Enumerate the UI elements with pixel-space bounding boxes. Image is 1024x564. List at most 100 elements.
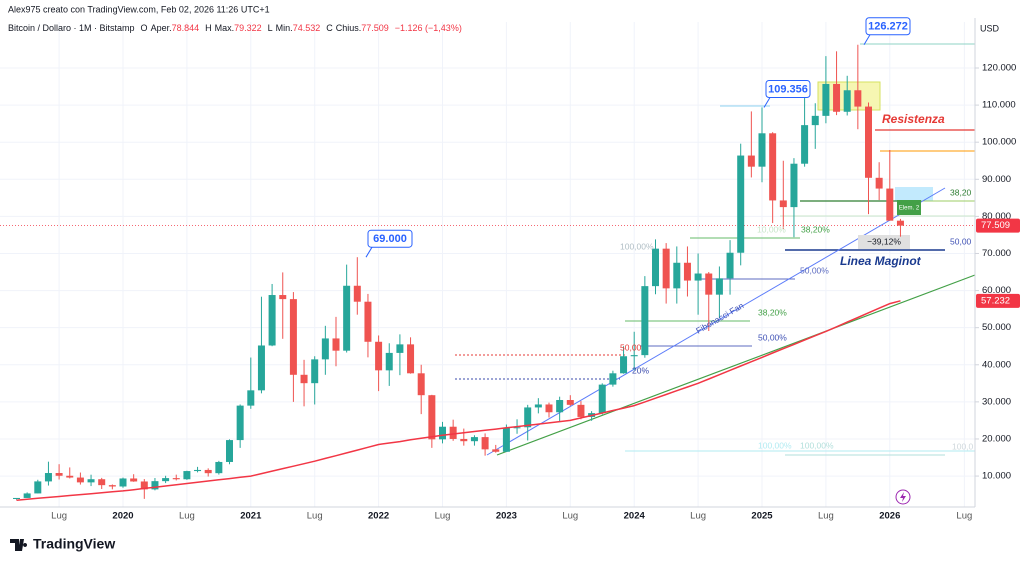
- annotation: Linea Maginot: [840, 254, 922, 268]
- candle-body: [460, 438, 468, 442]
- brand: TradingView: [33, 536, 115, 552]
- fan-line: [486, 187, 946, 456]
- candle-body: [183, 471, 191, 480]
- y-tick-label: 20.000: [982, 433, 1011, 444]
- candle-body: [545, 404, 553, 413]
- legend-item: 78.844: [172, 23, 200, 33]
- callout-pointer: [763, 97, 771, 108]
- fib-label: 10,00%: [757, 224, 786, 234]
- price-tag: [976, 218, 1020, 233]
- candle-body: [449, 426, 457, 439]
- candle-body: [481, 437, 489, 450]
- candle-body: [854, 90, 862, 107]
- candle-body: [609, 373, 617, 385]
- legend-item: 79.322: [234, 23, 262, 33]
- candle-body: [311, 359, 319, 384]
- candle-body: [353, 285, 361, 302]
- candle-body: [44, 473, 52, 482]
- drawings: [455, 43, 976, 456]
- author-line: Alex975 creato con TradingView.com, Feb …: [8, 4, 270, 14]
- candle-body: [790, 163, 798, 208]
- candle-body: [534, 404, 542, 408]
- candle-body: [492, 449, 500, 452]
- fib-label: 20%: [632, 365, 649, 375]
- candle-body: [162, 478, 170, 482]
- annotations: Resistenza Linea Maginot Fibonacci Fan −…: [620, 112, 974, 451]
- legend-item: Max.: [215, 23, 235, 33]
- y-tick-label: 50.000: [982, 322, 1011, 333]
- candle-body: [758, 133, 766, 167]
- price-tag-label: 77.509: [981, 220, 1010, 231]
- legend: Bitcoin / Dollaro · 1M · Bitstamp O Aper.7…: [8, 23, 462, 33]
- fib-label: 50,00%: [800, 265, 829, 275]
- candle-body: [439, 426, 446, 440]
- price-tag-label: 57.232: [981, 295, 1010, 306]
- candle-body: [524, 407, 532, 428]
- candle-body: [23, 493, 31, 498]
- candle-body: [226, 440, 233, 462]
- legend-item: Bitcoin / Dollaro · 1M · Bitstamp: [8, 23, 135, 33]
- fib-label: 38,20%: [758, 307, 787, 317]
- candle-body: [470, 437, 478, 442]
- candle-body: [556, 400, 564, 413]
- candle-body: [279, 295, 287, 300]
- candle-body: [577, 404, 585, 417]
- x-tick-label: Lug: [179, 511, 195, 522]
- candle-body: [268, 295, 276, 346]
- callout-box: [367, 229, 413, 248]
- candle-body: [34, 481, 42, 494]
- x-tick-label: 2021: [240, 511, 262, 522]
- x-tick-label: 2023: [496, 511, 517, 522]
- legend-item: 74.532: [293, 23, 321, 33]
- candle-body: [343, 285, 351, 351]
- candle-body: [652, 248, 659, 287]
- candle-body: [726, 252, 734, 279]
- price-tag: [976, 293, 1020, 308]
- trend-line: [496, 274, 976, 456]
- callout-pointer: [863, 34, 871, 45]
- candle-body: [715, 278, 723, 295]
- candle-body: [566, 400, 574, 405]
- y-tick-label: 60.000: [982, 285, 1011, 296]
- x-tick-label: Lug: [435, 511, 451, 522]
- target-box: [895, 187, 933, 201]
- candle-body: [801, 125, 809, 164]
- candle-body: [151, 481, 159, 490]
- y-tick-label: 30.000: [982, 396, 1011, 407]
- x-tick-label: Lug: [956, 511, 972, 522]
- candle-body: [886, 188, 894, 221]
- candle-body: [407, 344, 415, 374]
- candle-body: [140, 481, 148, 490]
- x-tick-label: 2022: [368, 511, 389, 522]
- candle-body: [843, 90, 851, 112]
- x-tick-label: Lug: [690, 511, 706, 522]
- candle-body: [865, 106, 872, 178]
- candle-body: [513, 427, 521, 429]
- legend-item: O: [141, 23, 148, 33]
- candle-body: [641, 286, 649, 356]
- candle-body: [98, 479, 106, 486]
- fib-label: 50,00: [950, 236, 972, 246]
- callout-box: [865, 17, 911, 36]
- x-tick-label: 2024: [624, 511, 646, 522]
- candle-body: [673, 262, 681, 289]
- fib-label: 50,00: [620, 342, 642, 352]
- candle-body: [13, 497, 20, 499]
- x-tick-label: 2020: [112, 511, 133, 522]
- candle-body: [769, 133, 777, 201]
- candle-body: [66, 475, 74, 478]
- candle-body: [502, 427, 510, 452]
- y-tick-label: 90.000: [982, 174, 1011, 185]
- callout-label: 109.356: [768, 83, 808, 95]
- y-tick-label: 70.000: [982, 248, 1011, 259]
- candle-body: [76, 477, 84, 483]
- callout-label: 126.272: [868, 21, 908, 33]
- candle-body: [204, 469, 212, 474]
- candle-body: [694, 273, 702, 281]
- candle-body: [630, 355, 638, 357]
- candle-body: [662, 248, 670, 289]
- moving-average: [16, 300, 901, 501]
- candle-body: [747, 155, 755, 167]
- candle-body: [332, 338, 340, 351]
- annotation: Elem. 2: [899, 206, 920, 212]
